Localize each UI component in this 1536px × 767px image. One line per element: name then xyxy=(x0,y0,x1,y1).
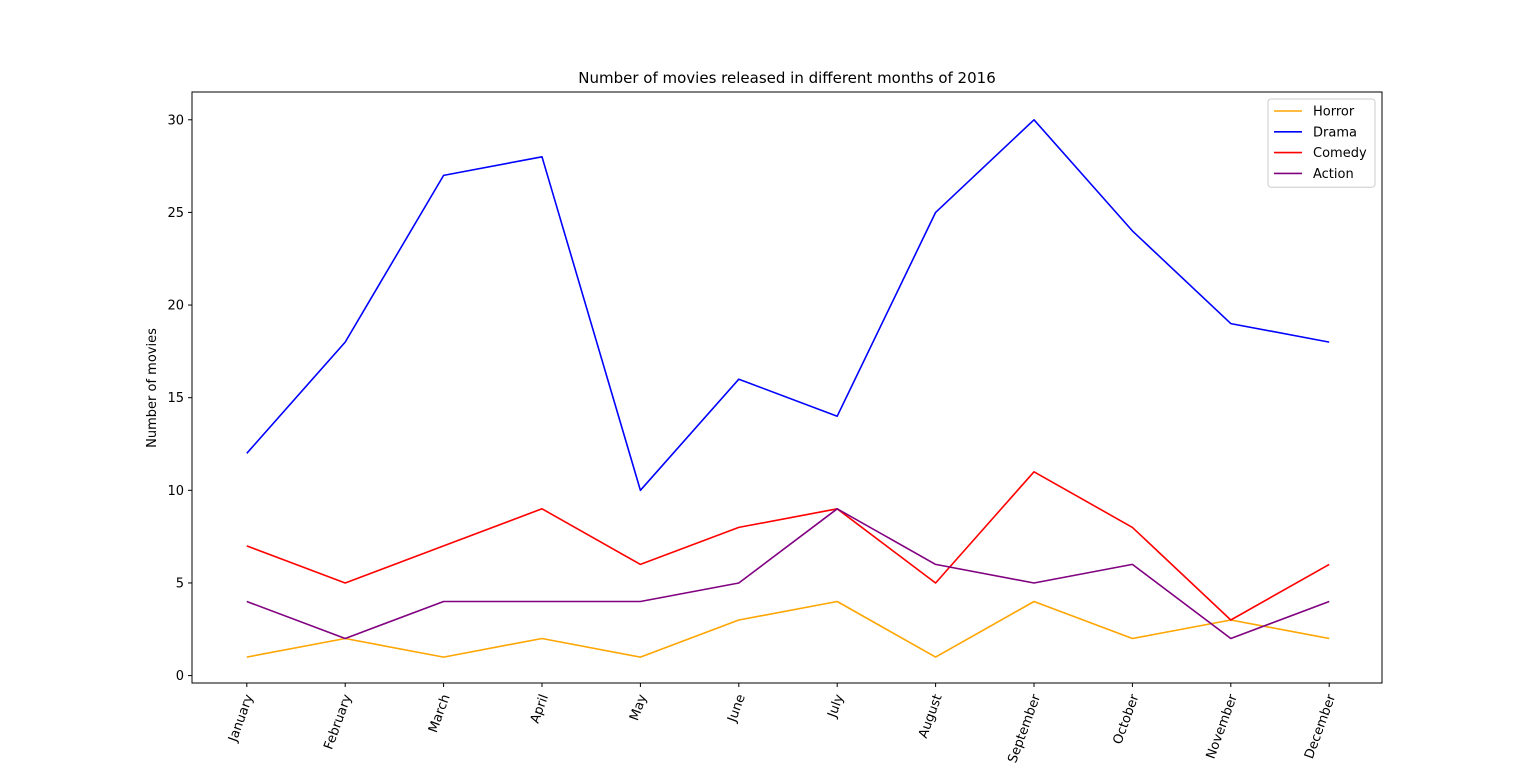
series-line-comedy xyxy=(246,470,1330,621)
x-axis: January February March April May June July Augu… xyxy=(226,683,1339,765)
y-tick-label: 25 xyxy=(167,206,184,221)
x-tick-label: June xyxy=(725,692,749,725)
x-tick-label: July xyxy=(825,692,848,720)
y-tick-label: 10 xyxy=(167,484,184,499)
chart-title: Number of movies released in different m… xyxy=(578,69,995,87)
x-tick-label: April xyxy=(528,692,552,725)
y-tick-label: 20 xyxy=(167,299,184,314)
x-tick-label: January xyxy=(226,692,257,745)
x-tick-label: November xyxy=(1204,692,1241,761)
x-tick-label: March xyxy=(426,692,454,734)
legend-label-horror: Horror xyxy=(1313,105,1355,120)
x-tick-label: December xyxy=(1302,692,1339,761)
plot-area-frame xyxy=(191,91,1383,684)
series-line-horror xyxy=(246,600,1330,658)
x-tick-label: August xyxy=(916,692,946,740)
y-tick-label: 30 xyxy=(167,113,184,128)
x-tick-label: February xyxy=(321,692,355,752)
series-line-drama xyxy=(246,119,1330,492)
y-tick-label: 5 xyxy=(176,576,184,591)
y-axis: 0 5 10 15 20 25 30 xyxy=(167,113,192,684)
y-tick-label: 15 xyxy=(167,391,184,406)
x-tick-label: October xyxy=(1111,692,1143,747)
series-line-action xyxy=(246,507,1330,640)
legend-label-comedy: Comedy xyxy=(1313,146,1367,161)
y-tick-label: 0 xyxy=(176,669,184,684)
x-tick-label: May xyxy=(627,692,650,723)
legend-box xyxy=(1267,98,1376,188)
series-lines xyxy=(246,119,1330,658)
y-axis-label: Number of movies xyxy=(145,328,160,448)
legend: Horror Drama Comedy Action xyxy=(1267,98,1376,188)
x-tick-label: September xyxy=(1005,692,1044,765)
legend-label-action: Action xyxy=(1313,167,1354,182)
legend-label-drama: Drama xyxy=(1313,125,1357,140)
